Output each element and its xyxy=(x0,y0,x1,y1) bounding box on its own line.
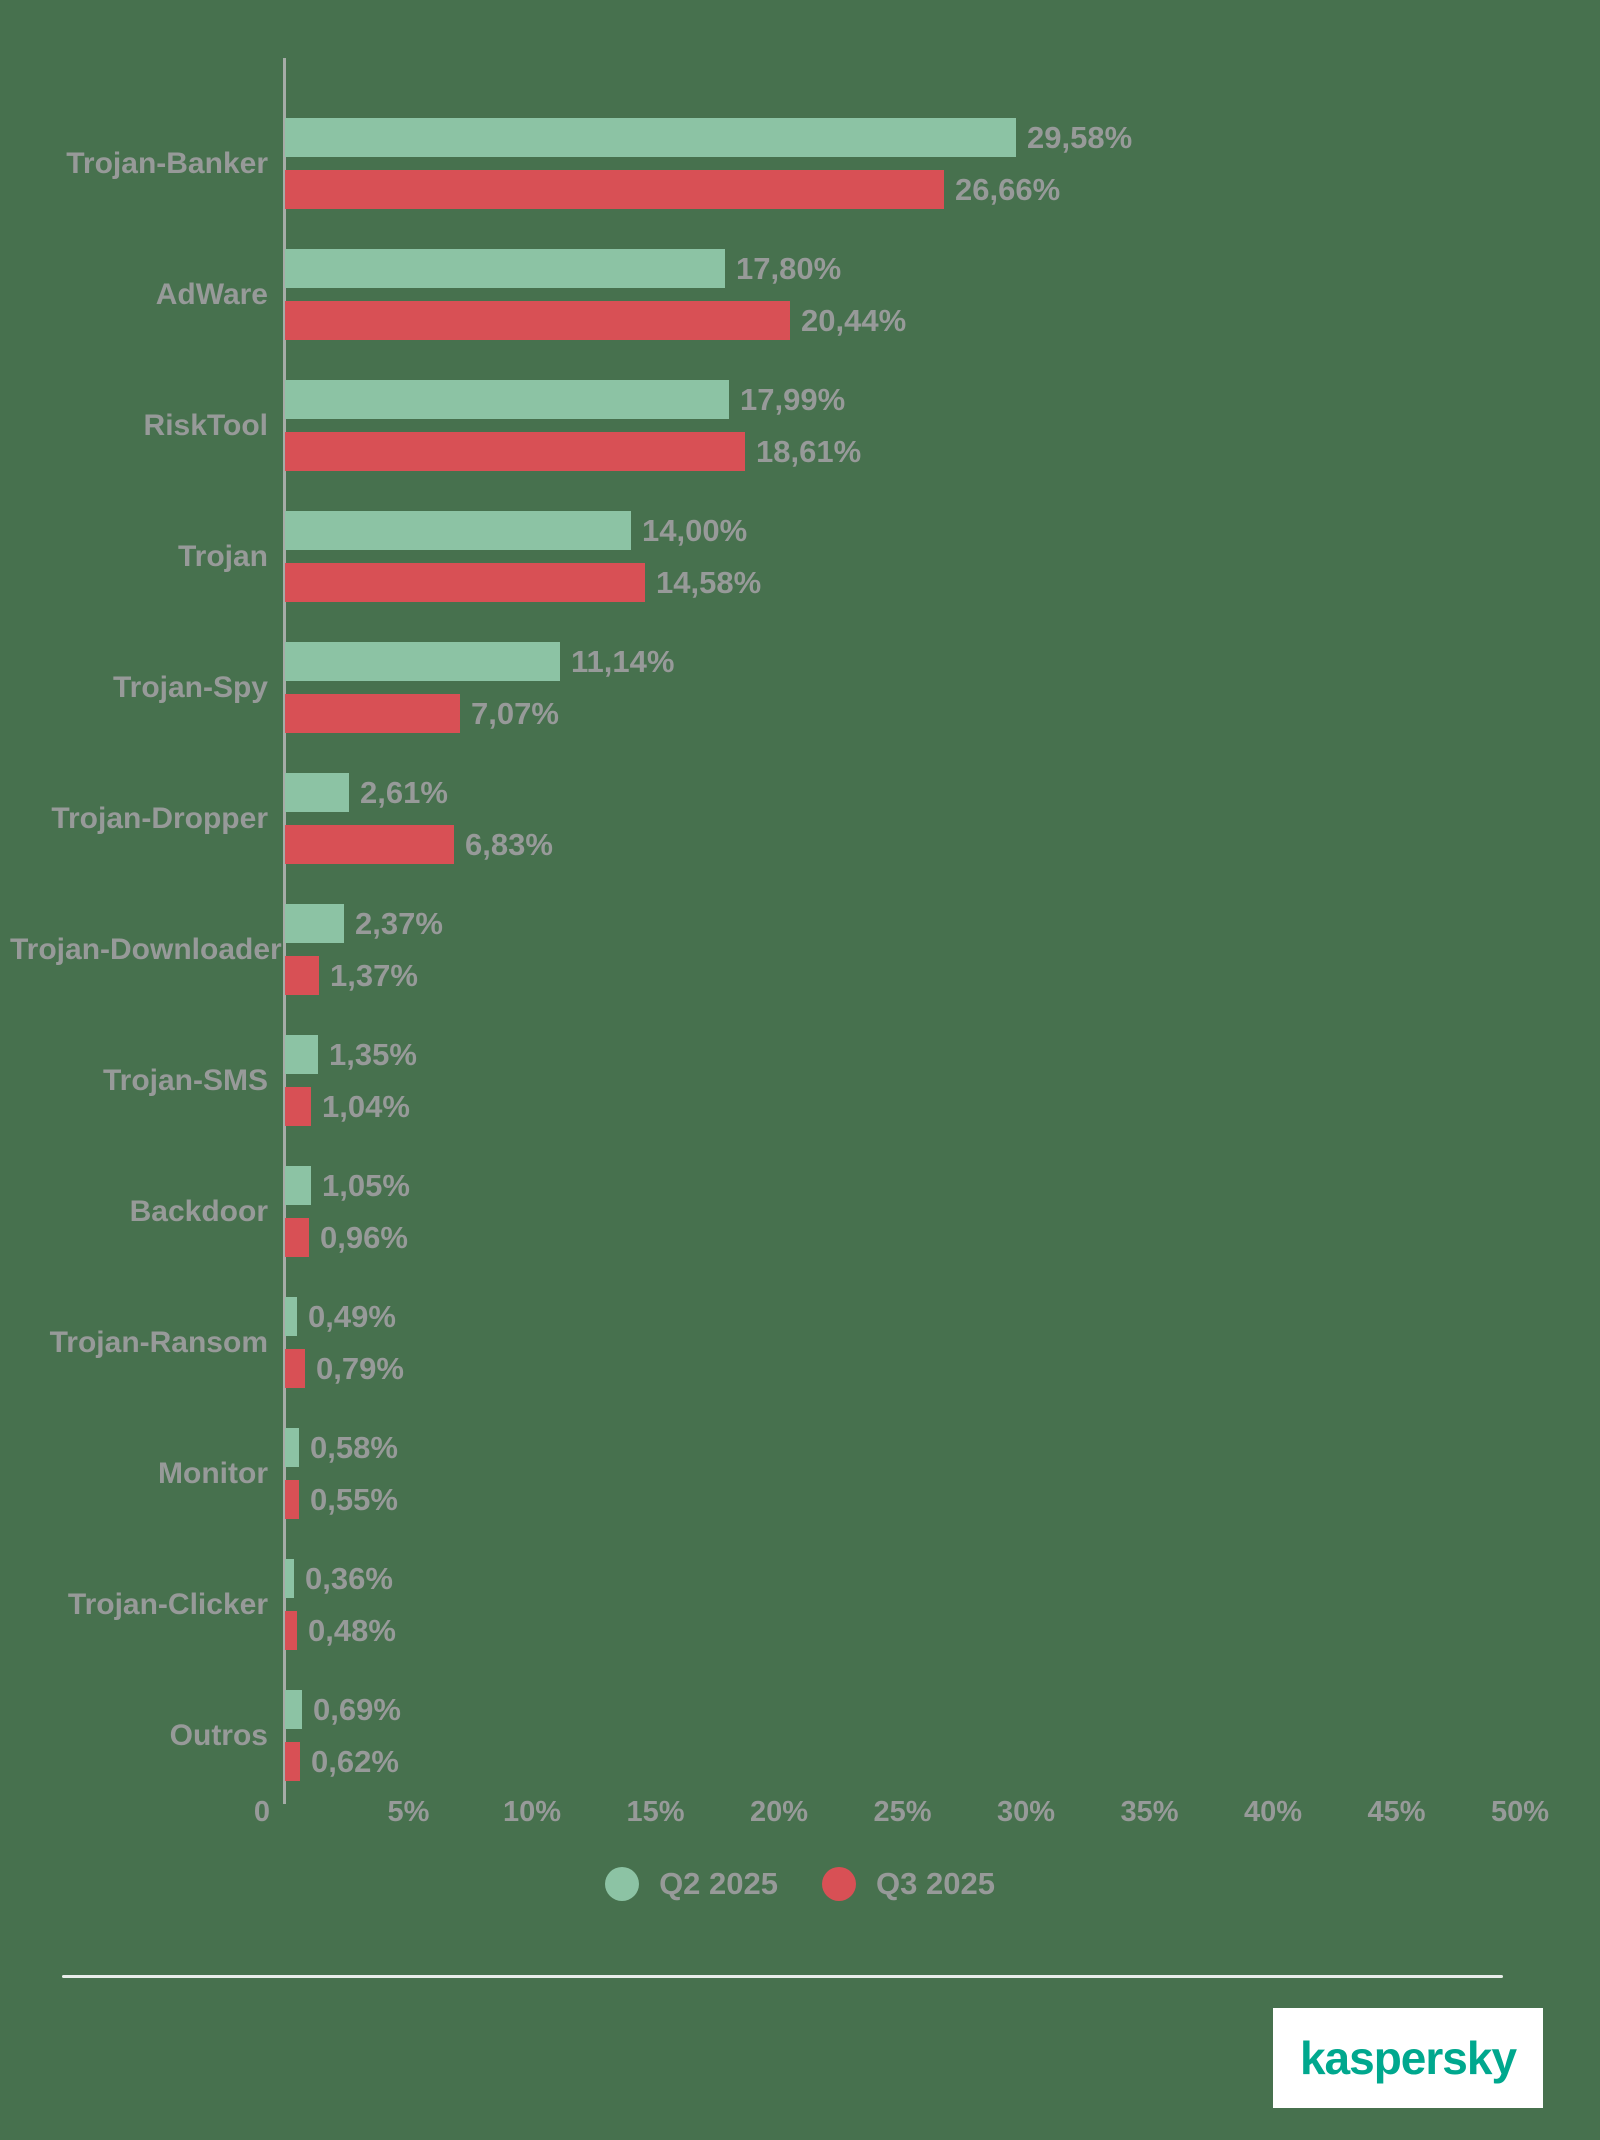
bar-q3 xyxy=(285,1742,300,1781)
value-label: 14,58% xyxy=(656,565,762,600)
value-label: 0,49% xyxy=(308,1299,396,1334)
x-tick-label: 35% xyxy=(1120,1796,1179,1828)
kaspersky-logo: kaspersky xyxy=(1273,2008,1543,2108)
bar-q3 xyxy=(285,563,645,602)
bar-q3 xyxy=(285,1087,311,1126)
value-label: 29,58% xyxy=(1027,120,1133,155)
value-label: 2,37% xyxy=(355,906,443,941)
value-label: 26,66% xyxy=(955,172,1061,207)
category-label: Trojan-Clicker xyxy=(67,1587,268,1621)
bar-q3 xyxy=(285,694,460,733)
category-label: Trojan-Ransom xyxy=(49,1325,268,1359)
bar-q2 xyxy=(285,904,344,943)
category-label: Monitor xyxy=(158,1456,268,1490)
value-label: 0,36% xyxy=(305,1561,393,1596)
legend-swatch-icon xyxy=(605,1867,640,1901)
y-axis-line xyxy=(283,58,286,1804)
bar-q2 xyxy=(285,642,560,681)
legend-label: Q2 2025 xyxy=(659,1866,778,1901)
value-label: 17,99% xyxy=(740,382,846,417)
bar-q2 xyxy=(285,1035,318,1074)
value-label: 0,79% xyxy=(316,1351,404,1386)
category-label: Trojan-Banker xyxy=(66,146,268,180)
x-tick-label: 10% xyxy=(502,1796,562,1828)
x-tick-label: 30% xyxy=(996,1796,1056,1828)
value-label: 6,83% xyxy=(465,827,553,862)
value-label: 0,96% xyxy=(320,1220,408,1255)
category-label: AdWare xyxy=(155,277,268,311)
bar-q2 xyxy=(285,511,631,550)
category-label: Backdoor xyxy=(129,1194,268,1228)
value-label: 7,07% xyxy=(471,696,559,731)
bar-q3 xyxy=(285,301,790,340)
value-label: 1,05% xyxy=(322,1168,410,1203)
bar-q3 xyxy=(285,825,454,864)
value-label: 0,69% xyxy=(313,1692,401,1727)
separator-line xyxy=(62,1975,1503,1978)
x-tick-label: 50% xyxy=(1490,1796,1550,1828)
category-label: Outros xyxy=(169,1718,268,1752)
x-tick-label: 40% xyxy=(1243,1796,1303,1828)
x-tick-label: 0 xyxy=(253,1796,271,1828)
bar-q2 xyxy=(285,1428,299,1467)
bar-q3 xyxy=(285,1611,297,1650)
value-label: 14,00% xyxy=(642,513,748,548)
category-label: RiskTool xyxy=(143,408,268,442)
bar-q2 xyxy=(285,118,1016,157)
value-label: 0,48% xyxy=(308,1613,396,1648)
value-label: 11,14% xyxy=(571,644,675,679)
value-label: 1,35% xyxy=(329,1037,417,1072)
bar-q2 xyxy=(285,1166,311,1205)
x-tick-label: 25% xyxy=(873,1796,932,1828)
legend-item: Q2 2025 xyxy=(605,1866,778,1902)
category-label: Trojan-SMS xyxy=(102,1063,268,1097)
value-label: 20,44% xyxy=(801,303,907,338)
bar-q2 xyxy=(285,1690,302,1729)
bar-q2 xyxy=(285,1559,294,1598)
bar-q3 xyxy=(285,956,319,995)
x-tick-label: 5% xyxy=(387,1796,430,1828)
bar-q2 xyxy=(285,249,725,288)
bar-q2 xyxy=(285,1297,297,1336)
value-label: 0,55% xyxy=(310,1482,398,1517)
legend-swatch-icon xyxy=(822,1867,856,1901)
bar-q3 xyxy=(285,170,944,209)
bar-q2 xyxy=(285,773,349,812)
legend: Q2 2025 Q3 2025 xyxy=(0,1866,1600,1902)
category-label: Trojan-Downloader xyxy=(10,932,282,966)
value-label: 0,58% xyxy=(310,1430,398,1465)
bar-q3 xyxy=(285,1349,305,1388)
bar-q3 xyxy=(285,1480,299,1519)
kaspersky-wordmark: kaspersky xyxy=(1299,2032,1517,2084)
x-tick-label: 45% xyxy=(1367,1796,1426,1828)
value-label: 1,37% xyxy=(330,958,418,993)
value-label: 0,62% xyxy=(311,1744,399,1779)
value-label: 18,61% xyxy=(756,434,862,469)
value-label: 17,80% xyxy=(736,251,842,286)
legend-item: Q3 2025 xyxy=(822,1866,995,1902)
x-tick-label: 20% xyxy=(749,1796,809,1828)
category-label: Trojan-Spy xyxy=(112,670,268,704)
value-label: 2,61% xyxy=(360,775,448,810)
category-label: Trojan xyxy=(177,539,268,573)
bar-q3 xyxy=(285,1218,309,1257)
bar-q2 xyxy=(285,380,729,419)
value-label: 1,04% xyxy=(322,1089,410,1124)
category-label: Trojan-Dropper xyxy=(51,801,268,835)
bar-q3 xyxy=(285,432,745,471)
x-tick-label: 15% xyxy=(626,1796,685,1828)
legend-label: Q3 2025 xyxy=(876,1866,995,1901)
